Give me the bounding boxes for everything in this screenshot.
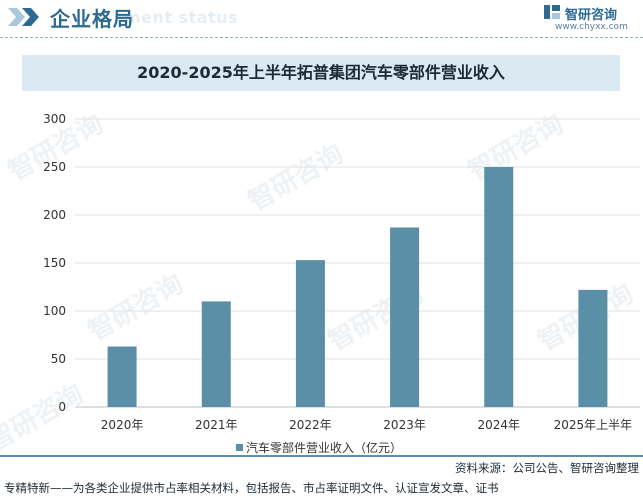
- chart-title: 2020-2025年上半年拓普集团汽车零部件营业收入: [137, 63, 505, 82]
- y-tick-label: 50: [51, 352, 66, 366]
- header: ment status 企业格局 智研咨询 www.chyxx.com: [0, 0, 643, 36]
- bar: [578, 289, 608, 407]
- header-chevron-icon: [8, 8, 39, 26]
- y-tick-label: 300: [43, 112, 66, 126]
- watermark: 智研咨询: [463, 108, 569, 187]
- bar: [201, 301, 231, 407]
- brand-url: www.chyxx.com: [555, 22, 628, 32]
- footer-divider: [0, 455, 643, 457]
- bar: [390, 227, 420, 407]
- y-tick-label: 250: [43, 160, 66, 174]
- y-tick-label: 150: [43, 256, 66, 270]
- bar: [107, 346, 137, 407]
- x-tick-label: 2023年: [383, 418, 426, 432]
- legend-label: 汽车零部件营业收入（亿元）: [246, 440, 402, 455]
- legend-swatch: [236, 444, 243, 451]
- header-ghost-text: ment status: [124, 8, 239, 27]
- brand-name: 智研咨询: [565, 8, 618, 23]
- x-tick-label: 2022年: [289, 418, 332, 432]
- x-tick-label: 2025年上半年: [554, 418, 633, 432]
- x-tick-label: 2020年: [101, 418, 144, 432]
- watermark: 智研咨询: [83, 268, 189, 347]
- watermark: 智研咨询: [243, 138, 349, 217]
- y-tick-label: 200: [43, 208, 66, 222]
- chart-title-bar: 2020-2025年上半年拓普集团汽车零部件营业收入: [22, 55, 620, 91]
- source-text: 资料来源：公司公告、智研咨询整理: [455, 461, 639, 475]
- header-divider: [0, 37, 643, 38]
- footer-note: 专精特新——为各类企业提供市占率相关材料，包括报告、市占率证明文件、认证宣发文章…: [4, 481, 499, 495]
- brand-logo-icon: [544, 5, 560, 19]
- page-title: 企业格局: [50, 7, 134, 31]
- y-tick-label: 100: [43, 304, 66, 318]
- bar: [295, 260, 325, 407]
- y-tick-label: 0: [58, 400, 66, 414]
- watermark: 智研咨询: [0, 378, 89, 457]
- brand: 智研咨询 www.chyxx.com: [543, 4, 633, 34]
- bar-chart: 智研咨询智研咨询智研咨询智研咨询智研咨询智研咨询智研咨询050100150200…: [0, 108, 640, 457]
- x-tick-label: 2021年: [195, 418, 238, 432]
- x-tick-label: 2024年: [477, 418, 520, 432]
- chart: 智研咨询智研咨询智研咨询智研咨询智研咨询智研咨询智研咨询050100150200…: [0, 95, 643, 465]
- bar: [484, 167, 514, 407]
